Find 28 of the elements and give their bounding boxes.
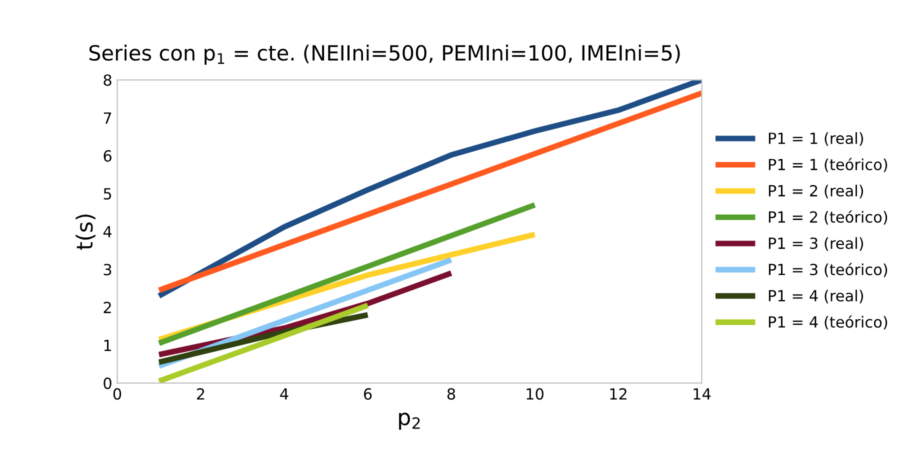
x-tick-label: 10 (526, 388, 544, 400)
legend-label: P1 = 2 (teórico) (768, 210, 888, 225)
y-tick-label: 6 (104, 150, 112, 162)
y-tick-label: 1 (104, 340, 111, 351)
x-tick-label: 0 (113, 388, 122, 400)
legend-label: P1 = 1 (real) (768, 132, 864, 146)
x-tick-label: 14 (694, 388, 711, 400)
x-tick-label: 12 (610, 388, 626, 400)
y-axis-title: t(s) (76, 214, 96, 250)
legend-label: P1 = 4 (teórico) (768, 315, 888, 330)
chart-title: Series con p$_{1}$ = cte. (NEIIni=500, PEMIni=100, IMEIni=5) (89, 44, 680, 65)
y-tick-label: 0 (104, 378, 112, 390)
y-tick-label: 4 (103, 226, 112, 238)
x-tick-label: 2 (197, 388, 204, 400)
y-tick-label: 8 (104, 74, 112, 86)
x-tick-label: 8 (447, 388, 456, 400)
x-tick-label: 4 (280, 388, 288, 400)
legend-label: P1 = 4 (real) (768, 290, 864, 304)
y-tick-label: 3 (104, 264, 112, 276)
y-tick-label: 7 (104, 112, 112, 124)
legend-label: P1 = 2 (real) (768, 184, 864, 198)
legend-label: P1 = 3 (real) (768, 237, 864, 251)
y-tick-label: 2 (104, 302, 111, 314)
x-tick-label: 6 (364, 388, 372, 400)
legend-label: P1 = 3 (teórico) (768, 262, 888, 278)
legend-label: P1 = 1 (teórico) (768, 158, 888, 172)
x-axis-title: p$_{2}$ (399, 412, 420, 430)
y-tick-label: 5 (104, 188, 112, 200)
